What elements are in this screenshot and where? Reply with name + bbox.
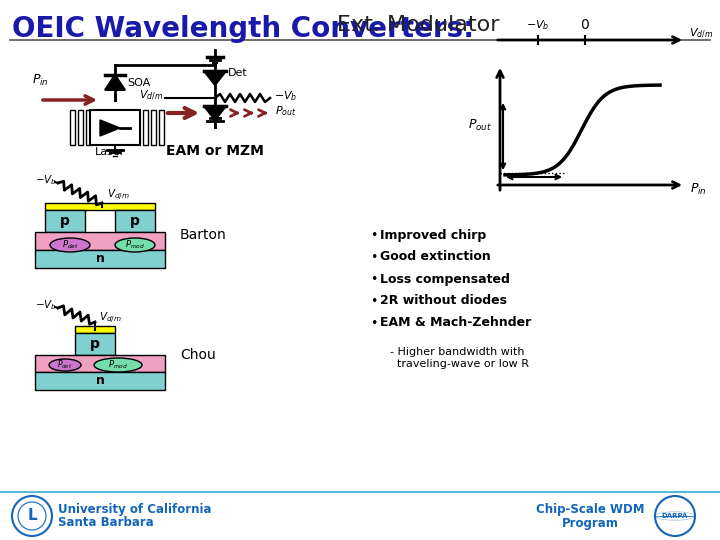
Text: $P_{mod}$: $P_{mod}$ (108, 359, 128, 372)
Text: Loss compensated: Loss compensated (380, 273, 510, 286)
Bar (151, 110, 156, 145)
Text: •: • (370, 316, 377, 329)
Text: $P_{mod}$: $P_{mod}$ (125, 239, 145, 251)
Text: Chip-Scale WDM: Chip-Scale WDM (536, 503, 644, 516)
Bar (75, 326, 115, 333)
Text: Program: Program (562, 516, 618, 530)
Text: Improved chirp: Improved chirp (380, 228, 486, 241)
Text: $-V_b$: $-V_b$ (274, 89, 297, 103)
Text: Good extinction: Good extinction (380, 251, 491, 264)
Text: p: p (90, 337, 100, 351)
Text: n: n (96, 253, 104, 266)
Text: Det: Det (228, 68, 248, 78)
Text: $P_{out}$: $P_{out}$ (468, 117, 492, 132)
Text: DARPA: DARPA (662, 513, 688, 519)
Text: University of California: University of California (58, 503, 212, 516)
Text: $P_{det}$: $P_{det}$ (62, 239, 78, 251)
Bar (35, 372, 165, 390)
Bar (45, 210, 85, 232)
Text: EAM & Mach-Zehnder: EAM & Mach-Zehnder (380, 316, 531, 329)
Text: $V_{d/m}$: $V_{d/m}$ (139, 89, 163, 103)
Bar (35, 232, 165, 250)
Bar (70, 110, 75, 145)
Bar (143, 110, 148, 145)
Bar (0, 492, 720, 540)
Text: •: • (370, 294, 377, 307)
Ellipse shape (49, 359, 81, 371)
Text: $P_{in}$: $P_{in}$ (32, 73, 49, 88)
Polygon shape (105, 75, 125, 90)
Text: $V_{d/m}$: $V_{d/m}$ (107, 187, 130, 202)
Text: $P_{out}$: $P_{out}$ (275, 104, 297, 118)
Ellipse shape (50, 238, 90, 252)
Ellipse shape (94, 358, 142, 372)
Text: Barton: Barton (180, 228, 227, 242)
Text: p: p (130, 214, 140, 228)
Bar (75, 333, 115, 355)
Text: 2R without diodes: 2R without diodes (380, 294, 507, 307)
Ellipse shape (115, 238, 155, 252)
Text: - Higher bandwidth with
  traveling-wave or low R: - Higher bandwidth with traveling-wave o… (390, 347, 529, 369)
Text: Laser: Laser (95, 147, 125, 157)
Text: •: • (370, 251, 377, 264)
Text: n: n (96, 375, 104, 388)
Text: $-V_b$: $-V_b$ (35, 298, 57, 312)
Text: Ext. Modulator: Ext. Modulator (337, 15, 500, 35)
Bar (45, 203, 155, 210)
Bar (78, 110, 83, 145)
Bar (159, 110, 164, 145)
Text: EAM or MZM: EAM or MZM (166, 144, 264, 158)
Polygon shape (100, 120, 120, 136)
Text: $V_{d/m}$: $V_{d/m}$ (99, 310, 122, 326)
Text: Chou: Chou (180, 348, 216, 362)
Bar (90, 110, 140, 145)
Polygon shape (204, 106, 226, 120)
Bar (115, 210, 155, 232)
Text: •: • (370, 228, 377, 241)
Bar (86, 110, 91, 145)
Text: $V_{d/m}$: $V_{d/m}$ (689, 27, 714, 41)
Text: SOA: SOA (127, 78, 150, 88)
Bar (35, 250, 165, 268)
Text: $-V_b$: $-V_b$ (35, 173, 57, 187)
Text: L: L (27, 509, 37, 523)
Text: OEIC Wavelength Converters:: OEIC Wavelength Converters: (12, 15, 474, 43)
Text: Santa Barbara: Santa Barbara (58, 516, 154, 530)
Polygon shape (204, 71, 226, 85)
Text: $P_{in}$: $P_{in}$ (690, 181, 707, 197)
Text: p: p (60, 214, 70, 228)
Text: •: • (370, 273, 377, 286)
Bar (35, 355, 165, 372)
Text: $0$: $0$ (580, 18, 590, 32)
Text: $P_{det}$: $P_{det}$ (57, 359, 73, 372)
Text: $-V_b$: $-V_b$ (526, 18, 550, 32)
